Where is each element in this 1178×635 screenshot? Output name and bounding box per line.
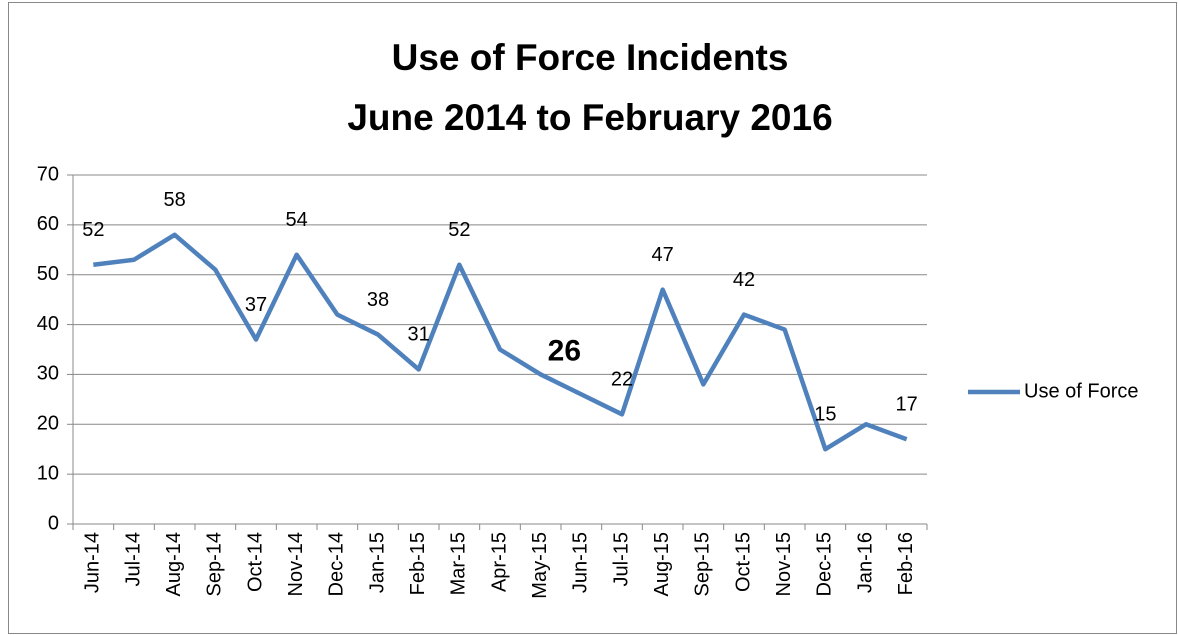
y-tick-label: 0	[48, 512, 59, 534]
x-tick-label: Aug-14	[163, 532, 185, 597]
y-tick-label: 40	[37, 313, 59, 335]
y-tick-label: 10	[37, 462, 59, 484]
y-tick-label: 20	[37, 413, 59, 435]
x-tick-label: Apr-15	[488, 532, 510, 592]
x-tick-label: Aug-15	[651, 532, 673, 597]
x-tick-label: Jan-16	[854, 532, 876, 593]
data-line	[93, 232, 908, 452]
data-label: 15	[814, 403, 836, 425]
y-tick-label: 70	[37, 163, 59, 185]
x-tick-label: Feb-16	[895, 532, 917, 595]
x-tick-label: May-15	[529, 532, 551, 599]
x-tick-label: Mar-15	[448, 532, 470, 595]
chart-subtitle: June 2014 to February 2016	[347, 97, 832, 138]
x-tick-label: Jan-15	[366, 532, 388, 593]
chart-title: Use of Force Incidents	[392, 37, 789, 78]
data-label: 52	[448, 219, 470, 241]
data-label: 47	[652, 244, 674, 266]
x-tick-label: Oct-15	[732, 532, 754, 592]
x-tick-label: Dec-15	[814, 532, 836, 596]
data-label: 31	[408, 324, 430, 346]
x-tick-label: Oct-14	[244, 532, 266, 592]
x-tick-label: Sep-14	[204, 532, 226, 597]
x-tick-label: Nov-14	[285, 532, 307, 596]
x-tick-label: Jul-15	[610, 532, 632, 586]
data-label: 54	[286, 209, 308, 231]
data-label: 38	[367, 289, 389, 311]
data-label: 52	[82, 219, 104, 241]
y-tick-label: 30	[37, 363, 59, 385]
x-tick-label: Nov-15	[773, 532, 795, 596]
x-tick-label: Sep-15	[692, 532, 714, 597]
data-label: 22	[611, 369, 633, 391]
data-label: 58	[164, 189, 186, 211]
x-tick-label: Dec-14	[326, 532, 348, 596]
data-label: 26	[548, 334, 581, 367]
x-tick-label: Jun-15	[570, 532, 592, 593]
legend-label: Use of Force	[1024, 380, 1138, 402]
x-tick-label: Jul-14	[122, 532, 144, 586]
data-label: 37	[245, 294, 267, 316]
y-tick-label: 50	[37, 263, 59, 285]
x-tick-label: Feb-15	[407, 532, 429, 595]
x-tick-label: Jun-14	[82, 532, 104, 593]
chart-border	[8, 2, 1177, 634]
data-label: 42	[733, 269, 755, 291]
y-tick-label: 60	[37, 213, 59, 235]
data-label: 17	[896, 394, 918, 416]
